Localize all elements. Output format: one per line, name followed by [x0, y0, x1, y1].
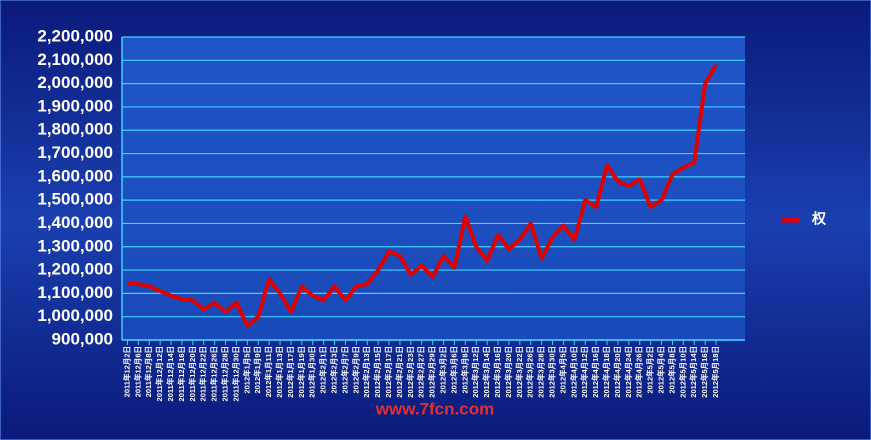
x-tick-label: 2012年4月20日 [612, 346, 622, 398]
x-tick-label: 2012年5月14日 [688, 346, 698, 398]
x-tick-label: 2012年2月29日 [427, 346, 437, 398]
y-tick-label: 1,300,000 [37, 236, 113, 255]
y-tick-label: 1,200,000 [37, 260, 113, 279]
x-tick-label: 2011年12月6日 [132, 346, 142, 397]
x-tick-label: 2011年12月20日 [187, 346, 197, 401]
x-tick-label: 2012年3月22日 [514, 346, 524, 398]
x-tick-label: 2012年3月12日 [470, 346, 480, 398]
x-tick-label: 2012年5月4日 [656, 346, 666, 394]
x-tick-label: 2012年1月30日 [307, 346, 317, 398]
watermark: www.7fcn.com [375, 399, 494, 418]
data-line [127, 63, 718, 329]
x-tick-label: 2012年3月26日 [525, 346, 535, 398]
y-tick-label: 1,900,000 [37, 96, 113, 115]
y-tick-label: 2,100,000 [37, 50, 113, 69]
y-tick-label: 1,700,000 [37, 143, 113, 162]
x-tick-label: 2011年12月28日 [220, 346, 230, 401]
x-tick-label: 2011年12月12日 [154, 346, 164, 401]
x-tick-label: 2012年5月16日 [699, 346, 709, 398]
x-tick-label: 2012年3月8日 [459, 346, 469, 394]
x-tick-label: 2012年3月14日 [481, 346, 491, 398]
x-tick-label: 2012年3月2日 [438, 346, 448, 394]
x-tick-label: 2012年3月16日 [492, 346, 502, 398]
x-tick-label: 2012年5月18日 [710, 346, 720, 398]
x-tick-label: 2012年4月5日 [557, 346, 567, 394]
x-tick-label: 2012年2月15日 [372, 346, 382, 398]
x-tick-label: 2012年1月11日 [263, 346, 273, 397]
y-tick-label: 2,000,000 [37, 73, 113, 92]
x-tick-label: 2012年1月17日 [285, 346, 295, 398]
x-tick-label: 2012年4月24日 [623, 346, 633, 398]
x-tick-label: 2012年2月9日 [350, 346, 360, 394]
x-tick-label: 2012年4月16日 [590, 346, 600, 398]
x-tick-label: 2012年1月5日 [241, 346, 251, 394]
x-tick-label: 2012年1月9日 [252, 346, 262, 394]
x-tick-label: 2012年2月23日 [405, 346, 415, 398]
plot-area [122, 37, 745, 340]
x-tick-label: 2012年2月27日 [416, 346, 426, 398]
x-tick-label: 2012年1月13日 [274, 346, 284, 398]
y-tick-label: 1,100,000 [37, 283, 113, 302]
x-tick-label: 2012年2月17日 [383, 346, 393, 398]
x-tick-label: 2012年4月26日 [634, 346, 644, 398]
x-tick-label: 2011年12月14日 [165, 346, 175, 401]
y-tick-label: 1,500,000 [37, 190, 113, 209]
x-tick-label: 2012年2月21日 [394, 346, 404, 398]
x-tick-label: 2012年3月6日 [448, 346, 458, 394]
x-tick-label: 2012年2月3日 [329, 346, 339, 394]
x-tick-label: 2012年4月10日 [568, 346, 578, 398]
x-tick-label: 2012年3月30日 [547, 346, 557, 398]
y-tick-label: 900,000 [52, 329, 113, 348]
x-tick-label: 2012年5月8日 [666, 346, 676, 394]
x-tick-label: 2011年12月8日 [143, 346, 153, 397]
y-tick-label: 2,200,000 [37, 26, 113, 45]
x-tick-label: 2012年3月20日 [503, 346, 513, 398]
x-tick-label: 2012年5月2日 [645, 346, 655, 394]
y-tick-label: 1,000,000 [37, 306, 113, 325]
y-tick-label: 1,800,000 [37, 120, 113, 139]
x-tick-label: 2011年12月22日 [198, 346, 208, 401]
legend-label: 权 [811, 211, 827, 227]
y-tick-label: 1,600,000 [37, 166, 113, 185]
x-tick-label: 2012年2月1日 [318, 346, 328, 394]
x-tick-label: 2012年2月7日 [339, 346, 349, 394]
x-tick-label: 2012年3月28日 [536, 346, 546, 398]
x-tick-label: 2012年1月19日 [296, 346, 306, 398]
x-tick-label: 2011年12月16日 [176, 346, 186, 401]
x-tick-label: 2012年4月12日 [579, 346, 589, 398]
x-tick-label: 2011年12月2日 [121, 346, 131, 397]
x-tick-label: 2012年4月18日 [601, 346, 611, 398]
x-tick-label: 2012年2月13日 [361, 346, 371, 398]
x-tick-label: 2011年12月26日 [209, 346, 219, 401]
x-tick-label: 2012年5月10日 [677, 346, 687, 398]
x-tick-label: 2011年12月30日 [230, 346, 240, 401]
y-tick-label: 1,400,000 [37, 213, 113, 232]
